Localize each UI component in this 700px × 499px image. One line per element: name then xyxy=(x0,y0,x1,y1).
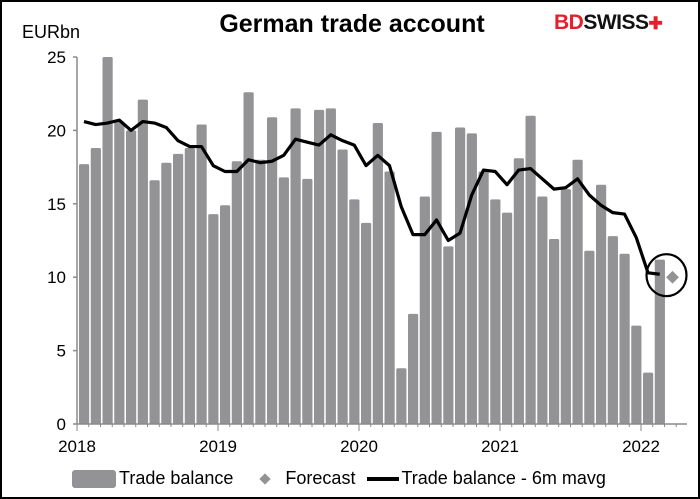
legend: Trade balance Forecast Trade balance - 6… xyxy=(72,468,606,489)
legend-swatch-diamond xyxy=(259,472,272,485)
bar xyxy=(184,148,195,425)
bar xyxy=(466,133,477,424)
mavg-line xyxy=(83,118,660,276)
x-tick-label: 2018 xyxy=(58,437,96,456)
bar xyxy=(302,178,313,424)
bar xyxy=(584,250,595,424)
bar xyxy=(231,161,242,424)
bar xyxy=(431,131,442,425)
legend-swatch-line xyxy=(367,476,400,481)
legend-label-trade-balance: Trade balance xyxy=(119,468,234,488)
bar xyxy=(525,115,536,424)
bar xyxy=(208,214,219,424)
bar xyxy=(455,127,466,425)
annotation-circle xyxy=(645,253,688,298)
bar xyxy=(607,236,618,424)
bar xyxy=(137,99,148,425)
bar xyxy=(643,372,654,424)
bar xyxy=(619,253,630,424)
bar xyxy=(372,123,383,424)
bar xyxy=(220,205,231,424)
bar xyxy=(290,108,301,424)
bdswiss-logo: BDSWISS✚ xyxy=(554,11,663,34)
legend-label-forecast: Forecast xyxy=(285,468,356,488)
bar xyxy=(325,108,336,424)
legend-swatch-bar xyxy=(72,469,116,488)
y-tick-label: 20 xyxy=(47,121,66,140)
bar xyxy=(654,259,665,424)
bar xyxy=(490,199,501,424)
forecast-point xyxy=(666,270,679,284)
bar xyxy=(278,177,289,424)
bar xyxy=(502,212,513,424)
bar xyxy=(560,189,571,424)
y-tick-label: 15 xyxy=(47,195,66,214)
chart-title: German trade account xyxy=(219,10,485,38)
x-tick-label: 2022 xyxy=(622,437,660,456)
bar xyxy=(408,313,419,424)
bar xyxy=(149,180,160,424)
bar xyxy=(384,171,395,424)
y-tick-label: 5 xyxy=(57,342,66,361)
y-tick-label: 25 xyxy=(47,48,66,67)
bar xyxy=(361,222,372,424)
bar xyxy=(596,184,607,424)
bar xyxy=(549,239,560,424)
bar xyxy=(478,171,489,424)
bar xyxy=(537,196,548,424)
bar xyxy=(396,368,407,424)
bar xyxy=(173,153,184,424)
bar xyxy=(419,196,430,424)
bar xyxy=(572,159,583,424)
bar xyxy=(314,109,325,425)
y-axis-unit-label: EURbn xyxy=(22,22,81,42)
bar xyxy=(443,246,454,424)
x-tick-label: 2020 xyxy=(340,437,378,456)
y-tick-label: 10 xyxy=(47,268,66,287)
x-tick-label: 2021 xyxy=(481,437,519,456)
bar xyxy=(90,148,101,425)
bar xyxy=(243,92,254,425)
bar xyxy=(196,124,207,424)
bar xyxy=(161,162,172,425)
bar xyxy=(102,57,113,424)
bar xyxy=(631,325,642,424)
bar xyxy=(255,159,266,424)
bar xyxy=(267,117,278,425)
bar xyxy=(337,149,348,424)
bar xyxy=(513,158,524,425)
bar xyxy=(349,199,360,424)
legend-label-mavg: Trade balance - 6m mavg xyxy=(401,468,606,488)
y-tick-label: 0 xyxy=(57,415,66,434)
x-tick-label: 2019 xyxy=(199,437,237,456)
bar xyxy=(126,130,137,424)
bar xyxy=(79,164,90,424)
bar xyxy=(114,121,125,424)
